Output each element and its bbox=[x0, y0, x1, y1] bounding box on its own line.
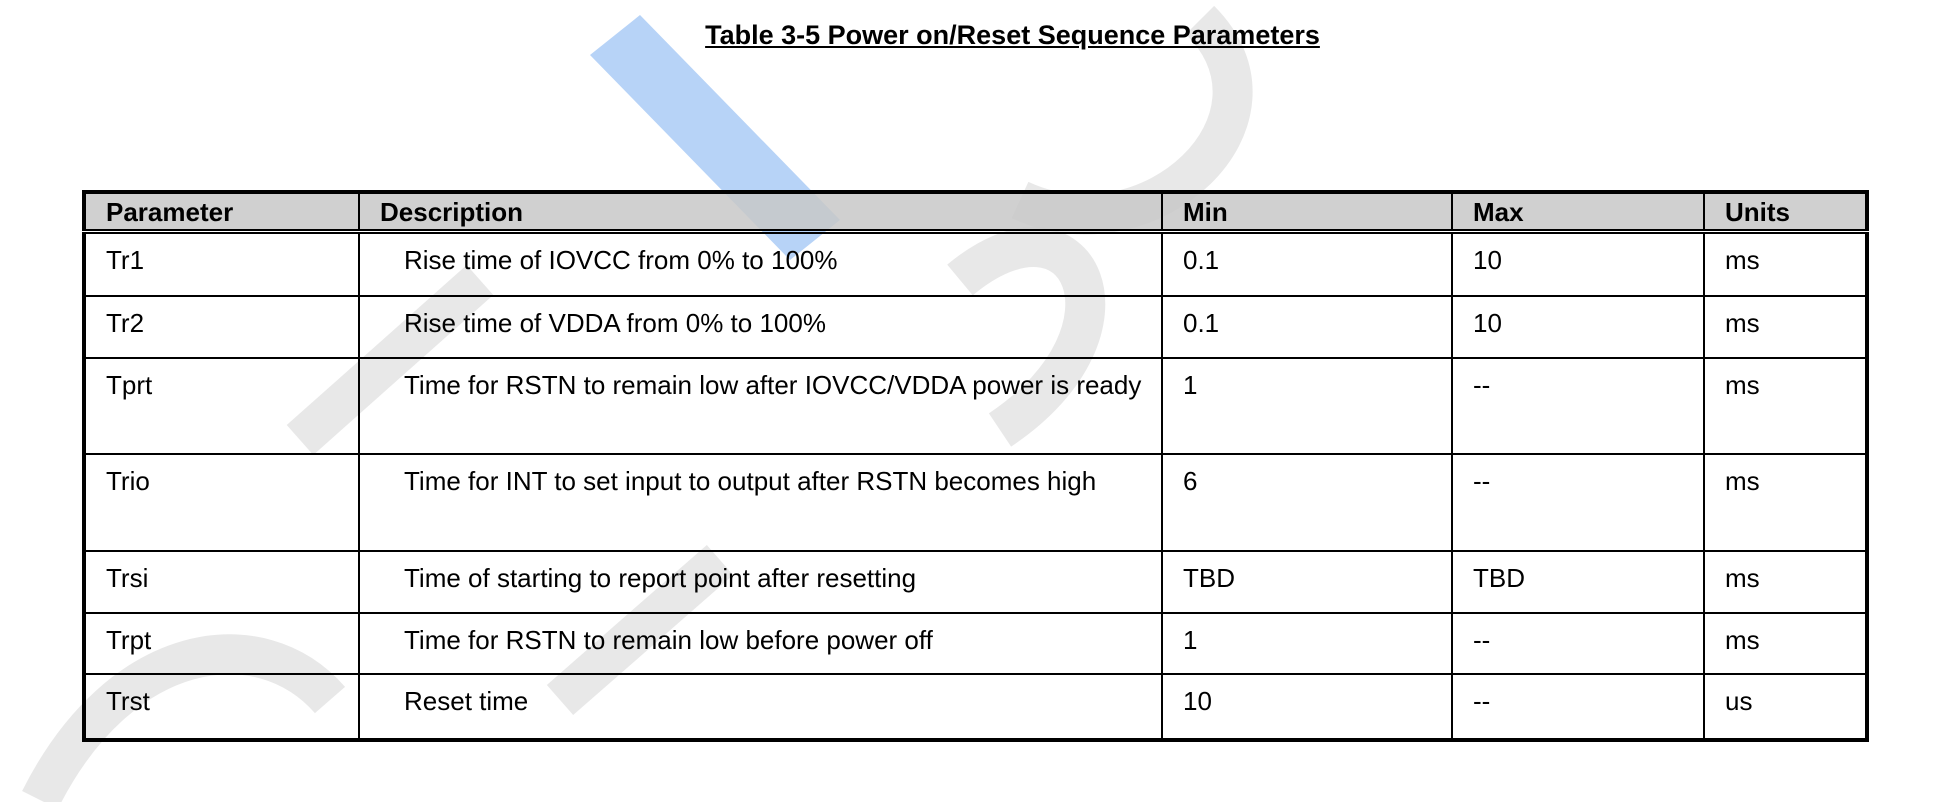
header-cell: Units bbox=[1703, 191, 1868, 234]
table-cell: -- bbox=[1451, 612, 1705, 675]
table-cell: Rise time of VDDA from 0% to 100% bbox=[358, 295, 1163, 359]
table-cell: Trst bbox=[83, 673, 360, 741]
table-cell: Time of starting to report point after r… bbox=[358, 550, 1163, 614]
table-cell: Trio bbox=[83, 453, 360, 552]
table-cell: ms bbox=[1703, 295, 1868, 359]
table-cell: ms bbox=[1703, 357, 1868, 455]
table-cell: 10 bbox=[1451, 295, 1705, 359]
table-cell: Trpt bbox=[83, 612, 360, 675]
table-cell: Time for RSTN to remain low before power… bbox=[358, 612, 1163, 675]
table-cell: Tr1 bbox=[83, 230, 360, 297]
table-cell: ms bbox=[1703, 612, 1868, 675]
table-cell: -- bbox=[1451, 357, 1705, 455]
table-row: Tprt Time for RSTN to remain low after IO… bbox=[83, 357, 1868, 455]
table-cell: Rise time of IOVCC from 0% to 100% bbox=[358, 230, 1163, 297]
header-cell: Parameter bbox=[83, 191, 360, 234]
table-cell: Tr2 bbox=[83, 295, 360, 359]
header-cell: Description bbox=[358, 191, 1163, 234]
table-cell: 1 bbox=[1161, 357, 1453, 455]
header-row: Parameter Description Min Max Units bbox=[83, 191, 1868, 234]
table-cell: 0.1 bbox=[1161, 295, 1453, 359]
table-row: Trst Reset time 10 -- us bbox=[83, 673, 1868, 741]
table-cell: us bbox=[1703, 673, 1868, 741]
table-cell: ms bbox=[1703, 453, 1868, 552]
table-row: Tr2 Rise time of VDDA from 0% to 100% 0.1 1… bbox=[83, 295, 1868, 359]
table-cell: ms bbox=[1703, 550, 1868, 614]
header-cell: Min bbox=[1161, 191, 1453, 234]
table-cell: 1 bbox=[1161, 612, 1453, 675]
table-row: Trpt Time for RSTN to remain low before p… bbox=[83, 612, 1868, 675]
table-cell: TBD bbox=[1161, 550, 1453, 614]
table-row: Tr1 Rise time of IOVCC from 0% to 100% 0.1… bbox=[83, 230, 1868, 297]
table-cell: 0.1 bbox=[1161, 230, 1453, 297]
table-cell: -- bbox=[1451, 673, 1705, 741]
table-cell: 6 bbox=[1161, 453, 1453, 552]
table-cell: 10 bbox=[1161, 673, 1453, 741]
table-cell: -- bbox=[1451, 453, 1705, 552]
table-cell: Time for INT to set input to output afte… bbox=[358, 453, 1163, 552]
table-cell: Time for RSTN to remain low after IOVCC/… bbox=[358, 357, 1163, 455]
table-cell: Trsi bbox=[83, 550, 360, 614]
table-cell: TBD bbox=[1451, 550, 1705, 614]
table-cell: Tprt bbox=[83, 357, 360, 455]
table-cell: Reset time bbox=[358, 673, 1163, 741]
table-cell: 10 bbox=[1451, 230, 1705, 297]
table-row: Trio Time for INT to set input to output … bbox=[83, 453, 1868, 552]
table-row: Trsi Time of starting to report point aft… bbox=[83, 550, 1868, 614]
header-cell: Max bbox=[1451, 191, 1705, 234]
table-title: Table 3-5 Power on/Reset Sequence Parame… bbox=[705, 20, 1320, 50]
table: Parameter Description Min Max Units Tr1 Rise … bbox=[82, 190, 1869, 742]
table-cell: ms bbox=[1703, 230, 1868, 297]
